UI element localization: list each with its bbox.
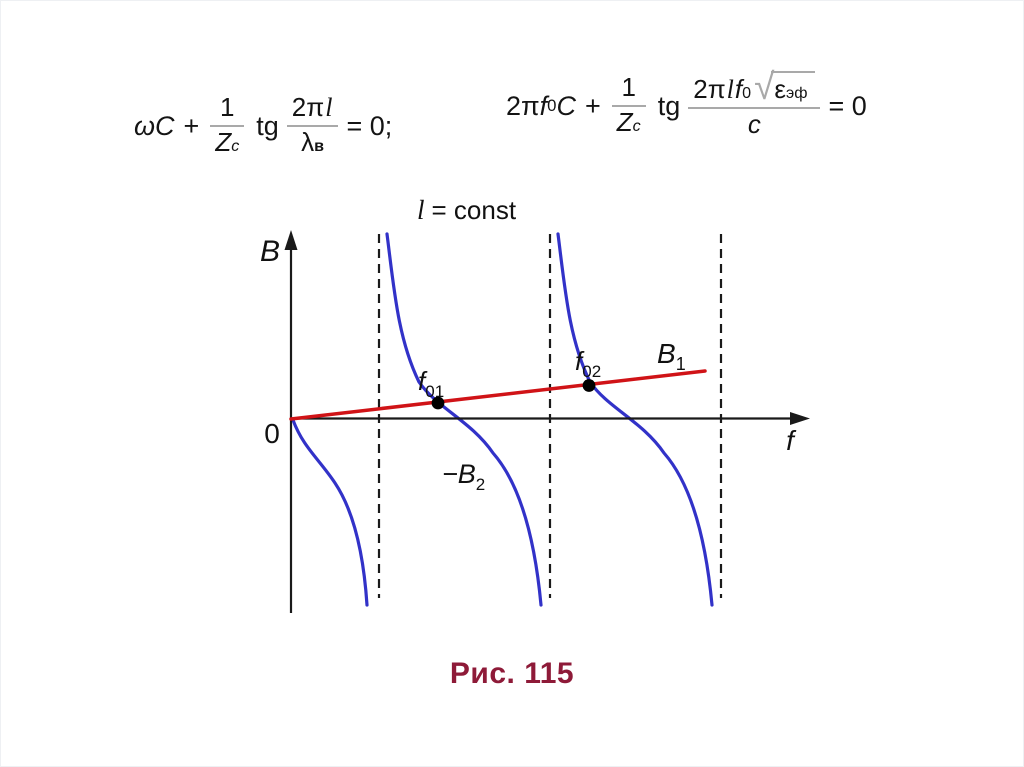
fraction-bar: [286, 124, 339, 127]
equals-zero: = 0;: [346, 110, 393, 141]
fraction-bar: [688, 106, 821, 109]
tangent-function: tg: [657, 90, 681, 121]
susceptance-curve-branch: [291, 418, 369, 607]
omega-symbol: ω: [134, 110, 156, 141]
fraction-numerator: 1: [220, 92, 235, 122]
y-axis-label: B: [260, 235, 280, 268]
tangent-function: tg: [256, 110, 279, 141]
susceptance-curve-branch: [385, 232, 543, 607]
x-axis-arrowhead: [790, 412, 810, 425]
fraction-numerator: 2π l f 0 √ ε эф: [688, 66, 820, 107]
fraction-bar: [210, 124, 245, 127]
b1-label: B1: [657, 338, 686, 374]
fraction-numerator: 1: [621, 72, 636, 102]
susceptance-curve-branch: [556, 232, 714, 607]
resonance-chart: l = const B 0 f f01 f02 B1 −B2: [260, 195, 810, 613]
frequency-symbol: f: [539, 90, 548, 121]
fraction-bar: [611, 104, 646, 107]
x-axis-label: f: [786, 425, 797, 456]
intersection-dot-f01: [431, 396, 445, 410]
minus-b2-label: −B2: [442, 459, 485, 494]
radicand: ε эф: [771, 71, 816, 105]
fraction-argument: 2π l f 0 √ ε эф c: [688, 66, 821, 142]
chart-title: l = const: [417, 195, 517, 225]
origin-label: 0: [264, 418, 280, 449]
f01-label: f01: [418, 366, 444, 401]
square-root: √ ε эф: [754, 66, 816, 107]
two-pi: 2π: [506, 90, 540, 121]
figure-caption: Рис. 115: [449, 657, 575, 690]
intersection-dot-f02: [582, 379, 596, 392]
fraction-denominator: c: [747, 108, 761, 139]
plus-operator: +: [584, 90, 601, 121]
fraction-numerator: 2π l: [291, 92, 333, 122]
f02-label: f02: [575, 346, 601, 381]
b1-line: [289, 369, 707, 421]
plus-operator: +: [183, 110, 200, 141]
capacitance-symbol: C: [556, 90, 576, 121]
capacitance-symbol: C: [155, 110, 175, 141]
radical-sign: √: [754, 66, 775, 107]
equals-zero: = 0: [828, 90, 867, 121]
y-axis-arrowhead: [284, 230, 298, 250]
